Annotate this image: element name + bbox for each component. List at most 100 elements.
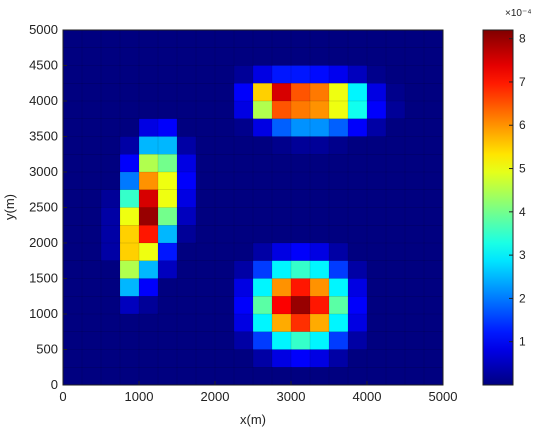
heat-cell: [404, 242, 425, 262]
heat-cell: [423, 65, 444, 84]
heat-cell: [385, 171, 406, 191]
heat-cell: [62, 154, 83, 173]
heat-cell: [233, 225, 254, 244]
heat-cell: [252, 83, 273, 102]
heat-cell: [195, 278, 216, 297]
heat-cell: [157, 313, 178, 333]
heat-cell: [62, 136, 83, 155]
heat-cell: [233, 349, 254, 368]
heat-cell: [62, 47, 83, 66]
heat-cell: [328, 349, 349, 368]
heat-cell: [81, 225, 102, 244]
heat-cell: [423, 349, 444, 368]
heat-cell: [290, 260, 311, 279]
heat-cell: [328, 65, 349, 84]
heat-cell: [252, 207, 273, 226]
heat-cell: [81, 349, 102, 368]
heat-cell: [252, 189, 273, 208]
heat-cell: [328, 313, 349, 333]
heat-cell: [138, 47, 159, 66]
heat-cell: [62, 189, 83, 208]
heat-cell: [366, 313, 387, 333]
heat-cell: [195, 313, 216, 333]
heat-cell: [195, 171, 216, 191]
heat-cell: [81, 100, 102, 120]
heat-cell: [195, 207, 216, 226]
heat-cell: [328, 154, 349, 173]
heat-cell: [309, 349, 330, 368]
heat-cell: [195, 100, 216, 120]
heat-cell: [100, 225, 121, 244]
heat-cell: [385, 296, 406, 315]
heat-cell: [385, 154, 406, 173]
heat-cell: [138, 278, 159, 297]
heat-cell: [157, 331, 178, 350]
heat-cell: [290, 100, 311, 120]
heat-cell: [157, 100, 178, 120]
heat-cell: [423, 136, 444, 155]
heat-cell: [271, 136, 292, 155]
heat-cell: [290, 171, 311, 191]
heat-cell: [347, 278, 368, 297]
heat-cell: [62, 331, 83, 350]
heat-cell: [366, 296, 387, 315]
colorbar-tick-label: 1: [519, 335, 526, 349]
heat-cell: [81, 331, 102, 350]
heat-cell: [214, 171, 235, 191]
heat-cell: [309, 260, 330, 279]
heat-cell: [309, 313, 330, 333]
heat-cell: [366, 154, 387, 173]
heat-cell: [62, 278, 83, 297]
heat-cell: [252, 278, 273, 297]
heat-cell: [138, 225, 159, 244]
y-tick-label: 2000: [29, 235, 58, 250]
heat-cell: [385, 100, 406, 120]
heat-cell: [328, 278, 349, 297]
heat-cell: [233, 83, 254, 102]
heat-cell: [157, 136, 178, 155]
heat-cell: [138, 29, 159, 49]
heat-cell: [119, 100, 140, 120]
heat-cell: [214, 189, 235, 208]
heat-cell: [271, 313, 292, 333]
heat-cell: [138, 207, 159, 226]
heat-cell: [252, 225, 273, 244]
heat-cell: [138, 136, 159, 155]
heat-cell: [385, 313, 406, 333]
heat-cell: [385, 260, 406, 279]
heat-cell: [119, 278, 140, 297]
heat-cell: [119, 313, 140, 333]
heat-cell: [195, 47, 216, 66]
heat-cell: [119, 207, 140, 226]
y-tick-label: 3000: [29, 164, 58, 179]
heat-cell: [100, 331, 121, 350]
heat-cell: [214, 367, 235, 386]
heat-cell: [385, 331, 406, 350]
heat-cell: [119, 225, 140, 244]
heatmap-cells: [62, 29, 444, 386]
heat-cell: [195, 349, 216, 368]
heat-cell: [347, 29, 368, 49]
heat-cell: [214, 100, 235, 120]
heat-cell: [423, 296, 444, 315]
heat-cell: [233, 136, 254, 155]
heat-cell: [176, 349, 197, 368]
heat-cell: [195, 260, 216, 279]
heat-cell: [423, 189, 444, 208]
heat-cell: [119, 331, 140, 350]
heat-cell: [176, 118, 197, 137]
heat-cell: [404, 154, 425, 173]
heat-cell: [328, 367, 349, 386]
heat-cell: [271, 242, 292, 262]
heat-cell: [176, 296, 197, 315]
heat-cell: [385, 349, 406, 368]
x-tick-label: 2000: [201, 389, 230, 404]
heat-cell: [328, 189, 349, 208]
heat-cell: [271, 207, 292, 226]
heat-cell: [347, 296, 368, 315]
heat-cell: [214, 83, 235, 102]
heat-cell: [233, 118, 254, 137]
heat-cell: [157, 367, 178, 386]
x-tick-label: 5000: [429, 389, 458, 404]
heat-cell: [119, 189, 140, 208]
